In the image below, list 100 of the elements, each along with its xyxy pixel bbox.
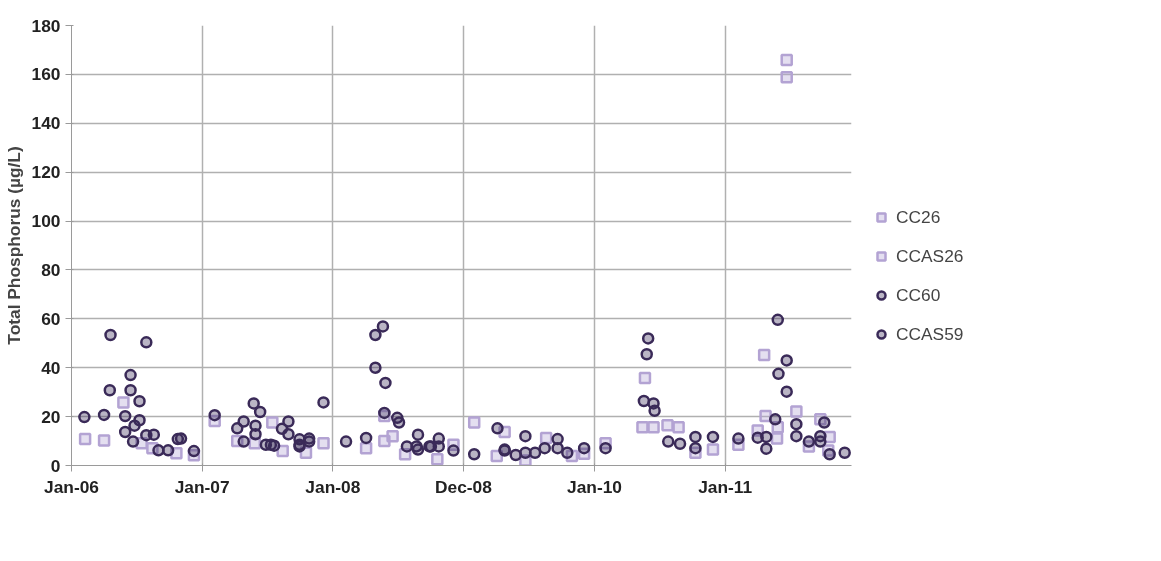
- point: [467, 416, 481, 429]
- point: [317, 437, 330, 450]
- point: [392, 416, 406, 429]
- point: [706, 443, 720, 456]
- point: [780, 53, 793, 67]
- x-tick-label: Dec-08: [435, 476, 493, 497]
- point: [814, 435, 827, 448]
- legend-label: CC60: [896, 284, 941, 306]
- x-tick-label: Jan-07: [174, 476, 230, 497]
- point: [376, 320, 390, 333]
- point: [339, 435, 353, 448]
- x-tick-label: Jan-06: [44, 476, 100, 497]
- point: [790, 429, 803, 443]
- point: [760, 430, 773, 444]
- point: [636, 421, 649, 434]
- y-tick-label: 160: [31, 64, 61, 85]
- point: [126, 435, 140, 448]
- y-tick-label: 180: [31, 15, 61, 36]
- point: [124, 368, 137, 382]
- point: [237, 415, 250, 428]
- y-tick-label: 60: [41, 308, 61, 329]
- point: [317, 396, 330, 409]
- point: [780, 385, 793, 398]
- legend-label: CCAS59: [896, 323, 964, 345]
- y-tick-label: 100: [31, 211, 61, 232]
- point: [561, 446, 574, 460]
- point: [672, 421, 685, 434]
- point: [638, 371, 652, 385]
- y-tick-label: 40: [41, 357, 61, 378]
- point: [411, 428, 425, 441]
- point: [780, 71, 793, 84]
- point: [78, 432, 92, 446]
- point: [640, 348, 653, 361]
- legend-label: CCAS26: [896, 245, 964, 267]
- point: [253, 405, 267, 419]
- point: [369, 361, 382, 374]
- point: [369, 328, 382, 342]
- point: [519, 429, 532, 443]
- x-tick-label: Jan-10: [567, 476, 622, 497]
- point: [133, 414, 146, 427]
- point: [528, 446, 542, 460]
- point: [689, 430, 702, 444]
- point: [647, 421, 660, 434]
- x-tick-label: Jan-11: [698, 476, 753, 497]
- point: [661, 435, 675, 448]
- point: [379, 376, 392, 390]
- point: [491, 422, 504, 435]
- point: [577, 441, 591, 455]
- point: [432, 440, 446, 453]
- point: [519, 446, 532, 460]
- y-tick-label: 140: [31, 113, 61, 134]
- point: [732, 432, 745, 445]
- point: [802, 435, 816, 448]
- point: [282, 427, 295, 441]
- point: [249, 427, 262, 441]
- point: [538, 441, 551, 455]
- point: [78, 410, 91, 424]
- point: [769, 413, 782, 426]
- point: [247, 397, 260, 410]
- point: [757, 348, 771, 362]
- legend-label: CC26: [896, 206, 941, 228]
- point: [378, 434, 391, 448]
- point: [104, 328, 117, 342]
- point: [790, 405, 803, 418]
- point: [266, 416, 279, 429]
- point: [780, 354, 793, 367]
- point: [760, 442, 773, 455]
- point: [118, 425, 132, 439]
- point: [641, 332, 655, 345]
- point: [673, 437, 687, 450]
- point: [140, 428, 153, 442]
- point: [818, 416, 831, 429]
- point: [447, 444, 460, 457]
- point: [97, 408, 111, 422]
- point: [637, 394, 651, 408]
- point: [648, 404, 661, 417]
- point: [187, 444, 201, 458]
- point: [124, 383, 137, 397]
- point: [790, 417, 803, 431]
- point: [117, 396, 130, 409]
- point: [237, 435, 250, 448]
- point: [152, 444, 165, 457]
- point: [467, 448, 481, 461]
- point: [208, 408, 221, 422]
- x-tick-label: Jan-08: [305, 476, 361, 497]
- point: [431, 452, 444, 466]
- point: [772, 367, 785, 381]
- y-tick-label: 80: [41, 259, 61, 280]
- y-tick-label: 0: [50, 455, 61, 476]
- point: [359, 431, 373, 445]
- point: [838, 446, 851, 460]
- point: [706, 430, 720, 444]
- point: [103, 383, 117, 397]
- point: [282, 415, 295, 428]
- point: [771, 313, 785, 327]
- point: [140, 336, 153, 349]
- y-axis-title: Total Phosphorus (µg/L): [3, 146, 24, 345]
- point: [509, 448, 522, 462]
- point: [823, 448, 836, 461]
- point: [551, 441, 564, 455]
